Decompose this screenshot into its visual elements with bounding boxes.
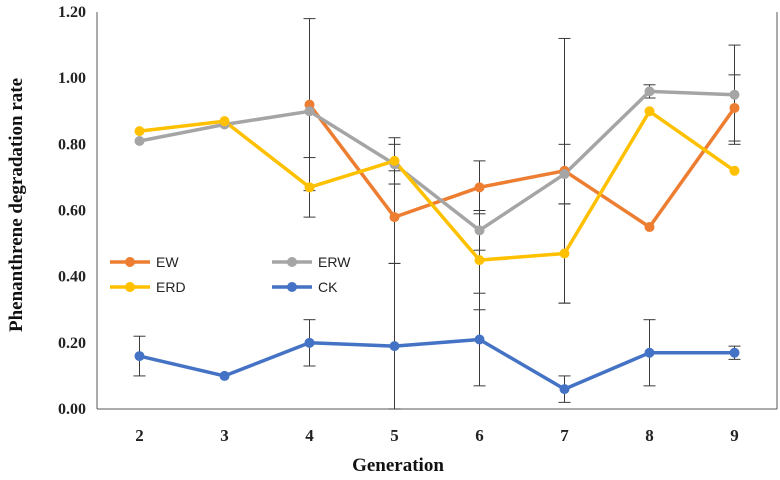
series-line-erw	[139, 89, 735, 233]
data-point-ck	[474, 334, 485, 345]
legend-marker-ck	[287, 282, 297, 292]
data-point-ew	[389, 212, 400, 223]
x-tick-label: 6	[475, 426, 484, 445]
series-lines	[139, 89, 736, 391]
x-tick-label: 5	[390, 426, 399, 445]
series-line-ew	[308, 103, 736, 229]
y-tick-labels: 0.00 0.20 0.40 0.60 0.80 1.00 1.20	[58, 4, 86, 418]
y-axis-title: Phenanthrene degradation rate	[6, 78, 27, 332]
x-tick-label: 7	[560, 426, 569, 445]
legend: EW ERW ERD CK	[110, 254, 351, 295]
y-tick-label: 0.20	[58, 335, 86, 352]
y-tick-label: 0.00	[58, 401, 86, 418]
y-tick-label: 0.60	[58, 203, 86, 220]
data-point-erw	[644, 86, 655, 97]
data-point-erd	[304, 182, 315, 193]
x-tick-labels: 2 3 4 5 6 7 8 9	[135, 426, 739, 445]
data-point-ck	[559, 384, 570, 395]
data-point-ck	[644, 347, 655, 358]
data-point-erd	[559, 248, 570, 259]
series-line-ck	[139, 337, 735, 391]
x-tick-label: 2	[135, 426, 144, 445]
x-tick-label: 4	[305, 426, 314, 445]
data-point-ck	[134, 351, 145, 362]
data-point-erd	[644, 106, 655, 117]
legend-label-ew: EW	[156, 254, 179, 270]
legend-label-erw: ERW	[318, 254, 351, 270]
data-point-ck	[219, 370, 230, 381]
data-point-erw	[729, 89, 740, 100]
data-point-erd	[134, 126, 145, 137]
series-line-erd	[139, 109, 736, 262]
y-tick-label: 0.40	[58, 269, 86, 286]
legend-marker-erd	[125, 282, 135, 292]
data-point-erd	[729, 165, 740, 176]
data-point-erw	[304, 106, 315, 117]
x-tick-label: 9	[730, 426, 739, 445]
data-point-ew	[729, 102, 740, 113]
y-tick-label: 1.20	[58, 4, 86, 21]
x-tick-label: 3	[220, 426, 229, 445]
legend-label-erd: ERD	[156, 279, 186, 295]
data-point-erd	[474, 255, 485, 266]
y-tick-label: 1.00	[58, 70, 86, 87]
x-tick-label: 8	[645, 426, 654, 445]
legend-marker-erw	[287, 257, 297, 267]
data-point-erw	[559, 169, 570, 180]
legend-marker-ew	[125, 257, 135, 267]
data-point-ew	[474, 182, 485, 193]
data-point-erd	[389, 155, 400, 166]
data-point-erw	[474, 225, 485, 236]
series-points	[134, 86, 740, 395]
legend-label-ck: CK	[318, 279, 338, 295]
y-tick-label: 0.80	[58, 136, 86, 153]
axes	[96, 12, 778, 410]
x-axis-title: Generation	[352, 455, 444, 476]
data-point-erd	[219, 116, 230, 127]
data-point-ew	[644, 222, 655, 233]
data-point-erw	[134, 136, 145, 147]
data-point-ck	[389, 341, 400, 352]
data-point-ck	[304, 337, 315, 348]
data-point-ck	[729, 347, 740, 358]
